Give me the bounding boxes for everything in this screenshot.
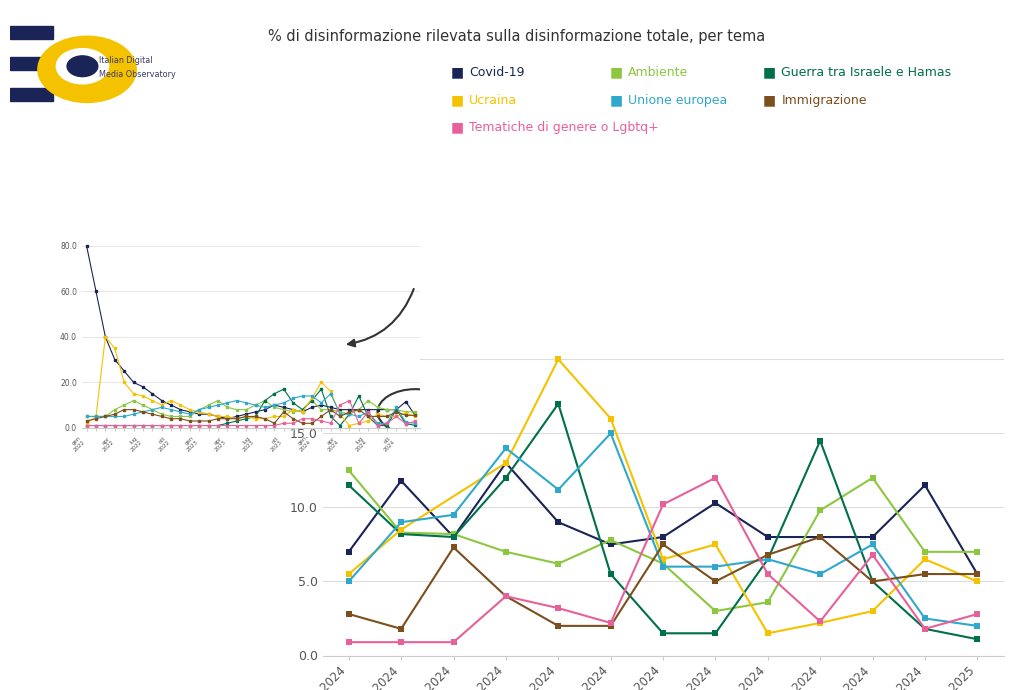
Circle shape: [38, 36, 136, 103]
Bar: [10, 88, 53, 101]
Text: Immigrazione: Immigrazione: [781, 94, 866, 106]
Text: Covid-19: Covid-19: [469, 66, 524, 79]
Text: % di disinformazione rilevata sulla disinformazione totale, per tema: % di disinformazione rilevata sulla disi…: [268, 29, 766, 44]
Text: Guerra tra Israele e Hamas: Guerra tra Israele e Hamas: [781, 66, 951, 79]
Text: Unione europea: Unione europea: [628, 94, 727, 106]
Text: ■: ■: [451, 66, 464, 79]
Circle shape: [67, 56, 97, 77]
Text: ■: ■: [763, 93, 776, 107]
Text: ■: ■: [763, 66, 776, 79]
Text: Ucraina: Ucraina: [469, 94, 517, 106]
Text: Media Observatory: Media Observatory: [99, 70, 176, 79]
Text: ■: ■: [609, 66, 623, 79]
Text: ■: ■: [609, 93, 623, 107]
Text: ■: ■: [451, 121, 464, 135]
Text: Italian Digital: Italian Digital: [99, 55, 153, 65]
Bar: [10, 57, 53, 70]
Bar: [10, 26, 53, 39]
Text: ■: ■: [451, 93, 464, 107]
Circle shape: [56, 48, 109, 84]
Text: Ambiente: Ambiente: [628, 66, 688, 79]
Text: Tematiche di genere o Lgbtq+: Tematiche di genere o Lgbtq+: [469, 121, 658, 134]
